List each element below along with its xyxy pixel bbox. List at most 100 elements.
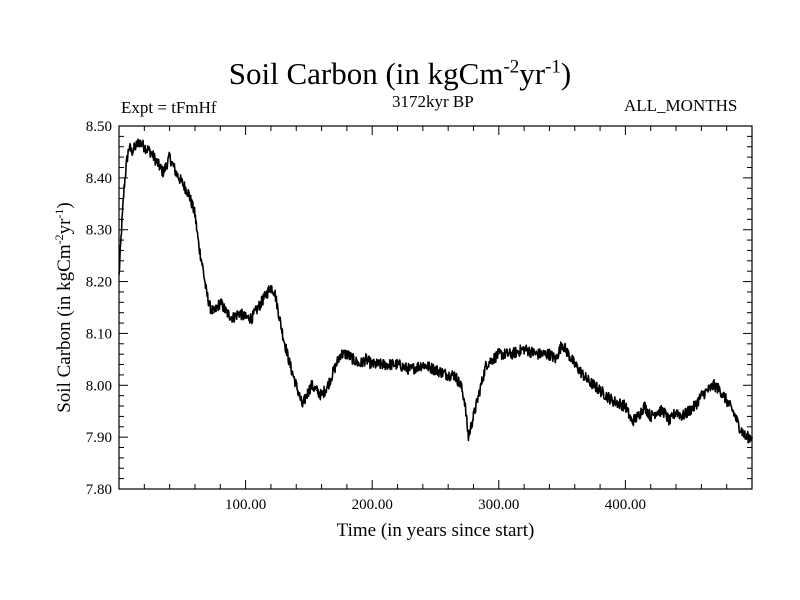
- data-point: [669, 420, 671, 423]
- y-axis-label-part: Soil Carbon (in kgCm: [54, 244, 75, 413]
- data-point: [471, 420, 473, 423]
- data-point: [453, 374, 456, 376]
- data-point: [346, 353, 348, 355]
- data-point: [491, 358, 494, 360]
- data-point: [333, 369, 335, 371]
- plot-frame: [118, 125, 753, 490]
- x-axis-label: Time (in years since start): [337, 520, 535, 541]
- data-point: [175, 172, 177, 174]
- data-point: [396, 363, 399, 366]
- data-point: [384, 363, 386, 366]
- data-point: [131, 151, 133, 153]
- data-point: [548, 353, 551, 355]
- data-point: [181, 182, 183, 184]
- data-point: [138, 140, 140, 143]
- data-point: [198, 244, 200, 246]
- data-point: [467, 436, 470, 438]
- data-point: [310, 384, 313, 386]
- data-point: [125, 161, 128, 163]
- data-point: [209, 306, 211, 309]
- data-point: [561, 343, 563, 345]
- period-label: 3172kyr BP: [392, 92, 474, 111]
- months-label: ALL_MONTHS: [624, 96, 738, 115]
- data-point: [510, 353, 513, 355]
- data-point: [713, 384, 715, 386]
- y-tick-label: 7.80: [86, 482, 112, 498]
- chart-title-main: Soil Carbon (in kgCm: [228, 56, 504, 91]
- y-tick-label: 8.10: [86, 326, 112, 342]
- data-point: [305, 395, 307, 397]
- data-point: [327, 384, 329, 386]
- chart-title-exponent-2: -1: [545, 56, 561, 78]
- data-point: [574, 363, 576, 366]
- data-point: [675, 410, 677, 412]
- data-point: [631, 420, 633, 423]
- data-point: [289, 363, 291, 366]
- data-point: [464, 400, 466, 402]
- x-tick-label: 400.00: [605, 497, 646, 513]
- data-point: [732, 410, 734, 412]
- y-tick-label: 7.90: [86, 430, 112, 446]
- data-point: [188, 192, 190, 195]
- x-tick-label: 100.00: [225, 497, 266, 513]
- data-point: [169, 156, 171, 158]
- data-point: [205, 291, 207, 293]
- data-point: [162, 172, 164, 174]
- data-point: [219, 301, 221, 303]
- data-point: [586, 379, 589, 381]
- data-point: [637, 415, 639, 417]
- y-tick-label: 8.20: [86, 275, 112, 291]
- data-point: [447, 374, 449, 376]
- data-point: [700, 395, 702, 397]
- data-point: [358, 363, 361, 366]
- data-point: [479, 389, 481, 392]
- data-point: [738, 426, 740, 428]
- data-point: [485, 363, 487, 366]
- data-point: [238, 312, 240, 314]
- data-point: [422, 363, 424, 366]
- data-point: [643, 405, 645, 407]
- data-point: [232, 317, 234, 319]
- data-point: [536, 353, 538, 355]
- data-point: [707, 389, 709, 392]
- y-axis-label-part: yr: [54, 218, 75, 235]
- data-point: [245, 317, 247, 319]
- data-point: [295, 384, 297, 386]
- x-tick-label: 300.00: [478, 497, 519, 513]
- data-point: [624, 405, 627, 407]
- data-point: [745, 436, 747, 438]
- data-point: [251, 317, 253, 319]
- data-point: [128, 146, 130, 148]
- data-point: [371, 363, 373, 366]
- y-axis-label-part: -1: [52, 209, 66, 219]
- data-point: [194, 213, 196, 215]
- chart-title-end: ): [560, 56, 572, 91]
- data-point: [201, 265, 204, 267]
- data-point: [339, 353, 342, 355]
- data-point: [320, 395, 323, 397]
- chart-title-exponent-1: -2: [503, 56, 520, 78]
- soil-carbon-series-line: [118, 138, 753, 444]
- data-point: [263, 296, 266, 298]
- data-point: [150, 151, 152, 153]
- data-point: [434, 369, 437, 371]
- data-point: [726, 400, 728, 402]
- chart-title-mid: yr: [519, 56, 546, 91]
- data-point: [134, 146, 137, 148]
- data-point: [523, 348, 525, 350]
- y-axis-label: Soil Carbon (in kgCm-2yr-1): [52, 202, 75, 413]
- data-point: [409, 369, 411, 371]
- chart-title: Soil Carbon (in kgCm-2yr-1): [0, 56, 800, 92]
- data-point: [120, 229, 123, 231]
- data-point: [143, 146, 145, 148]
- data-point: [694, 405, 696, 407]
- data-point: [460, 384, 462, 386]
- x-tick-label: 200.00: [352, 497, 393, 513]
- data-point: [656, 410, 658, 412]
- data-point: [301, 405, 304, 407]
- data-point: [475, 405, 477, 407]
- y-tick-label: 8.30: [86, 223, 112, 239]
- y-axis-label-part: ): [54, 202, 75, 208]
- data-point: [650, 415, 652, 417]
